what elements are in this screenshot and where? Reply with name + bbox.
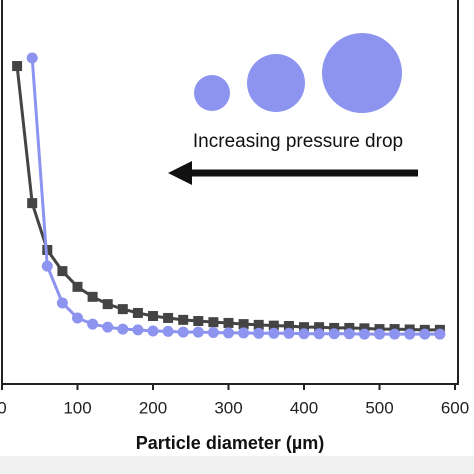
square-marker — [208, 317, 219, 328]
small-particle-icon — [194, 75, 230, 111]
square-marker — [223, 317, 234, 328]
circle-marker — [389, 328, 401, 340]
circle-marker — [283, 327, 295, 339]
circle-marker — [117, 323, 129, 335]
circle-marker — [434, 328, 446, 340]
x-tick-label: 400 — [290, 398, 318, 417]
large-particle-icon — [322, 33, 402, 113]
circle-marker — [343, 328, 355, 340]
x-tick-label: 500 — [365, 398, 393, 417]
circle-marker — [207, 327, 219, 339]
square-marker — [102, 299, 113, 310]
square-marker — [329, 322, 340, 333]
square-marker — [87, 291, 98, 302]
circle-marker — [132, 324, 144, 336]
circle-marker — [268, 327, 280, 339]
square-marker — [268, 320, 279, 331]
medium-particle-icon — [247, 54, 305, 112]
circle-marker — [419, 328, 431, 340]
square-marker — [283, 321, 294, 332]
circle-marker — [238, 327, 250, 339]
series-line — [30, 57, 440, 336]
square-marker — [57, 266, 68, 277]
plot-frame — [1, 0, 459, 385]
square-marker — [253, 319, 264, 330]
square-marker — [12, 61, 23, 72]
circle-marker — [223, 327, 234, 339]
square-marker — [72, 281, 83, 292]
x-tick-label: 100 — [63, 398, 91, 417]
square-marker — [27, 198, 38, 209]
x-tick-label: 0 — [0, 398, 7, 417]
square-marker — [238, 319, 249, 330]
circle-marker — [177, 326, 189, 338]
square-marker — [148, 311, 158, 322]
circle-marker — [298, 328, 310, 340]
annotation: Increasing pressure drop — [193, 131, 403, 152]
footer-strip — [0, 456, 474, 474]
square-marker — [117, 304, 128, 315]
square-marker — [344, 322, 355, 333]
circle-marker — [404, 328, 416, 340]
circle-marker — [56, 297, 68, 309]
circle-marker — [72, 312, 83, 324]
square-marker — [132, 307, 143, 318]
circle-marker — [374, 328, 385, 340]
circle-marker — [41, 260, 53, 272]
x-tick-label: 600 — [441, 398, 469, 417]
circle-marker — [253, 327, 265, 339]
arrow-head — [168, 161, 192, 185]
circle-marker — [313, 328, 325, 340]
x-tick-label: 200 — [139, 398, 167, 417]
square-marker — [193, 316, 204, 327]
circle-marker — [328, 328, 340, 340]
circle-marker — [358, 328, 370, 340]
square-marker — [314, 322, 325, 333]
square-marker — [178, 314, 189, 325]
square-marker — [359, 323, 370, 334]
x-axis-label: Particle diameter (µm) — [136, 433, 324, 453]
square-marker — [163, 312, 174, 323]
x-tick-label: 300 — [214, 398, 242, 417]
square-marker — [299, 322, 309, 333]
circle-marker — [87, 318, 99, 330]
circle-marker — [192, 326, 204, 338]
circle-marker — [162, 325, 174, 337]
circle-marker — [26, 52, 38, 64]
circle-marker — [147, 325, 159, 337]
circle-marker — [102, 321, 114, 333]
